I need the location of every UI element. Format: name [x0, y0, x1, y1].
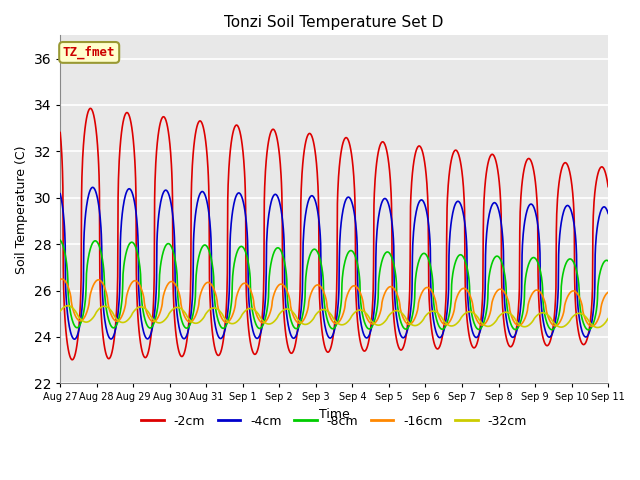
Text: TZ_fmet: TZ_fmet [63, 46, 115, 59]
X-axis label: Time: Time [319, 408, 349, 421]
Title: Tonzi Soil Temperature Set D: Tonzi Soil Temperature Set D [225, 15, 444, 30]
Y-axis label: Soil Temperature (C): Soil Temperature (C) [15, 145, 28, 274]
Legend: -2cm, -4cm, -8cm, -16cm, -32cm: -2cm, -4cm, -8cm, -16cm, -32cm [136, 410, 532, 433]
